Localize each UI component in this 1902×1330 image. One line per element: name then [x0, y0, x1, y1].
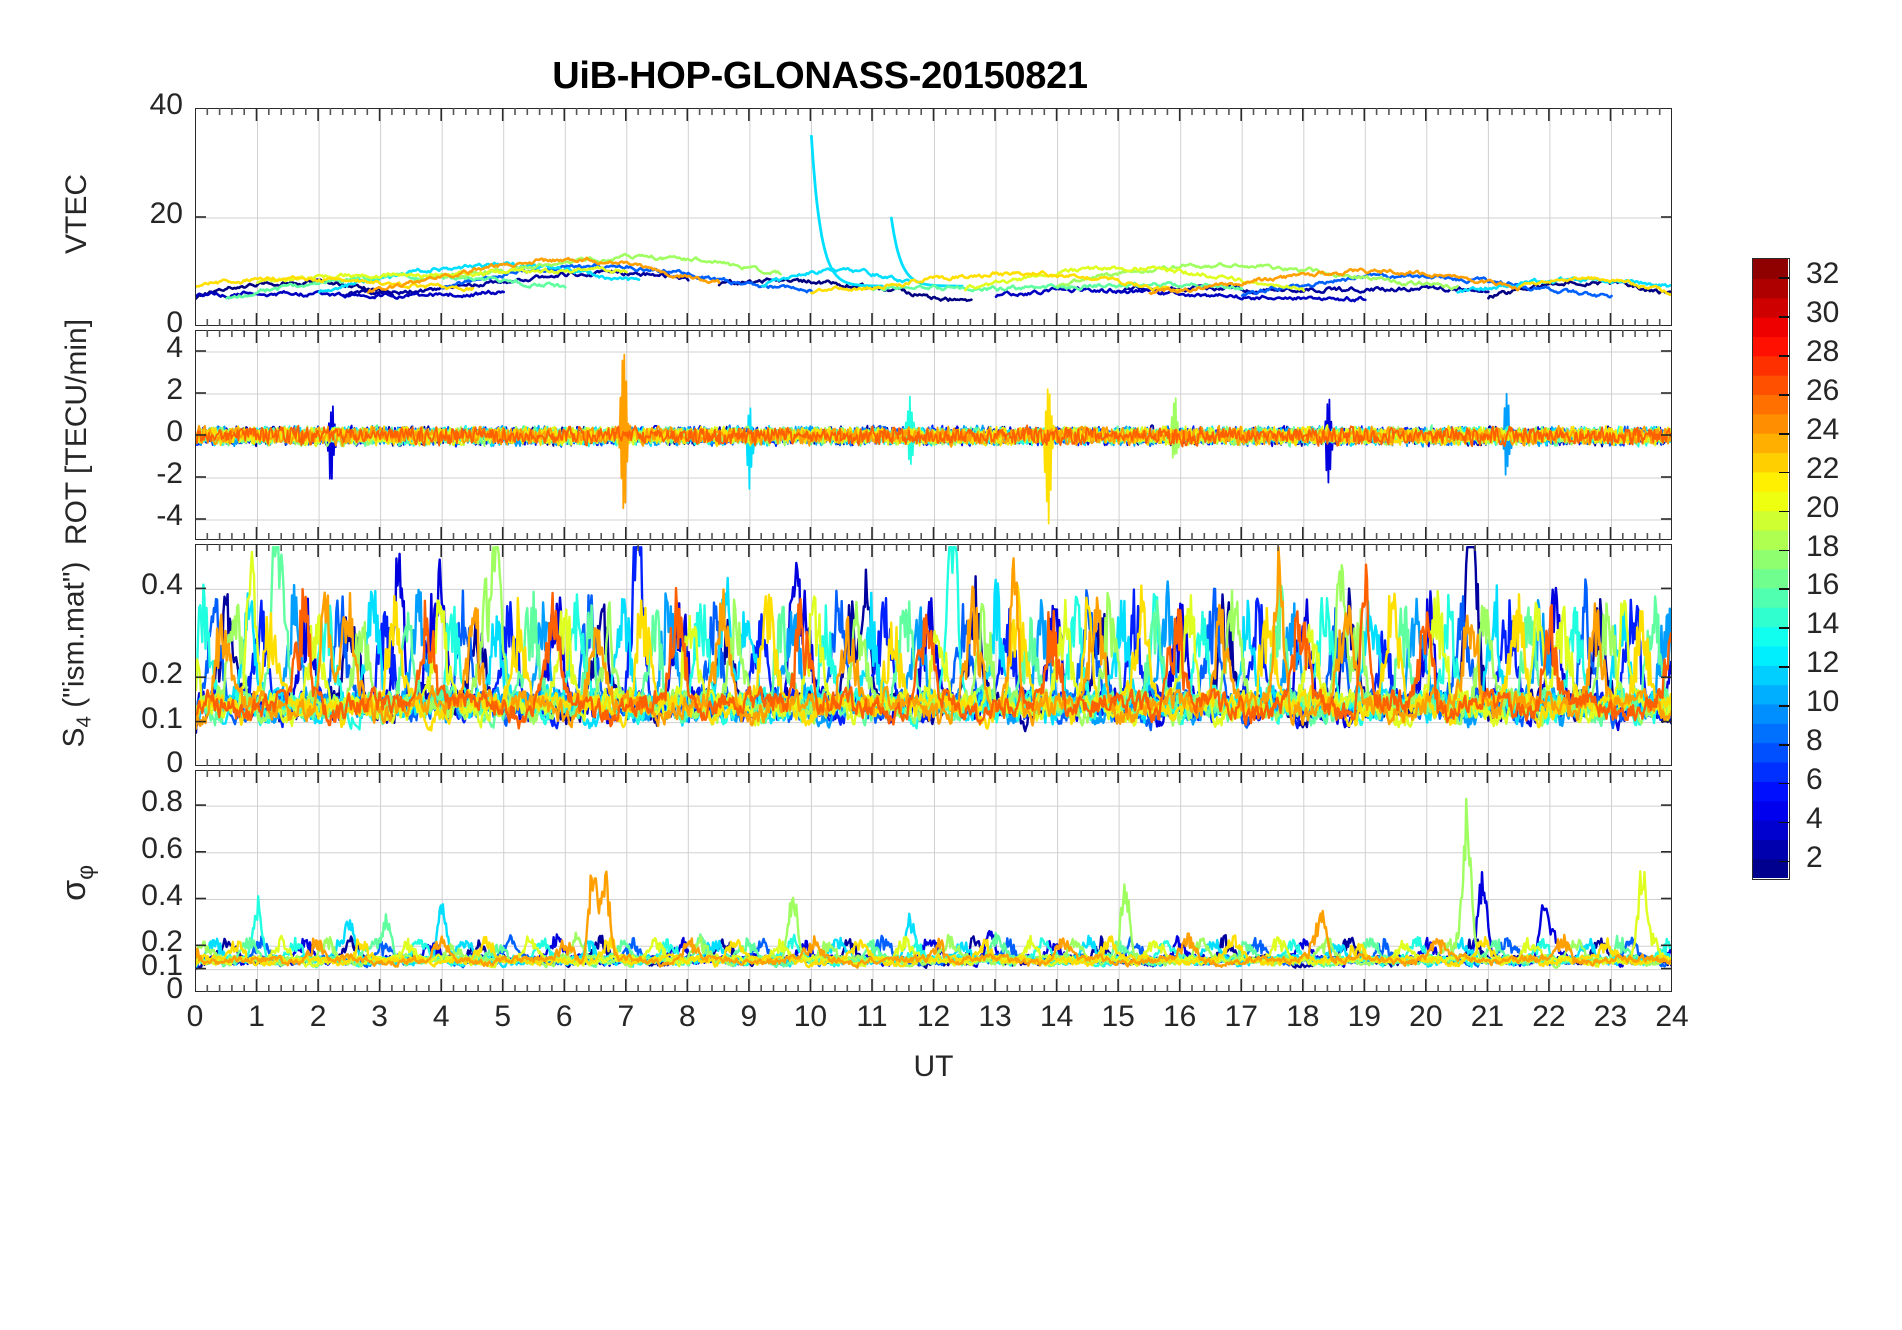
xtick-23: 23 — [1593, 1000, 1628, 1033]
colorbar-tickmark-12 — [1779, 394, 1789, 396]
ytick-s4-1: 0.1 — [141, 701, 183, 735]
panel-vtec[interactable] — [195, 108, 1672, 326]
colorbar-tick-11: 24 — [1806, 412, 1840, 446]
colorbar-tickmark-9 — [1779, 510, 1789, 513]
colorbar-tickmark-4 — [1779, 705, 1789, 707]
xtick-9: 9 — [740, 1000, 758, 1033]
ytick-sigma_phi-1: 0.1 — [141, 948, 183, 982]
colorbar-tickmark-3 — [1779, 743, 1789, 746]
ytick-rot-1: -2 — [156, 457, 183, 490]
colorbar-tick-4: 10 — [1806, 685, 1840, 719]
ytick-rot-4: 4 — [166, 331, 183, 364]
xtick-11: 11 — [856, 1000, 888, 1033]
ytick-vtec-1: 20 — [149, 197, 183, 230]
ytick-vtec-2: 40 — [149, 88, 183, 121]
ytick-s4-3: 0.4 — [141, 568, 183, 602]
colorbar-tickmark-11 — [1779, 432, 1789, 435]
xtick-2: 2 — [309, 1000, 327, 1033]
colorbar-tick-8: 18 — [1806, 529, 1840, 563]
x-axis-label: UT — [913, 1050, 954, 1083]
xtick-13: 13 — [978, 1000, 1012, 1033]
ytick-s4-0: 0 — [166, 746, 183, 779]
xtick-24: 24 — [1655, 1000, 1689, 1033]
ytick-rot-0: -4 — [156, 499, 183, 532]
colorbar-tickmark-2 — [1779, 782, 1789, 785]
xtick-20: 20 — [1409, 1000, 1443, 1033]
xtick-6: 6 — [555, 1000, 573, 1033]
colorbar-tickmark-8 — [1779, 549, 1789, 552]
ytick-sigma_phi-4: 0.6 — [141, 831, 183, 865]
colorbar-tickmark-15 — [1779, 277, 1789, 280]
colorbar-tickmark-1 — [1779, 821, 1789, 824]
colorbar[interactable] — [1752, 258, 1790, 880]
ytick-s4-2: 0.2 — [141, 657, 183, 691]
colorbar-tick-0: 2 — [1806, 840, 1823, 874]
xtick-1: 1 — [248, 1000, 265, 1033]
colorbar-tick-9: 20 — [1806, 490, 1840, 524]
panel-s4[interactable] — [195, 544, 1672, 766]
colorbar-tickmark-6 — [1779, 627, 1789, 629]
xtick-7: 7 — [617, 1000, 635, 1033]
colorbar-tickmark-14 — [1779, 316, 1789, 318]
xtick-18: 18 — [1286, 1000, 1320, 1033]
colorbar-label: PRN — [1896, 534, 1902, 598]
colorbar-tick-5: 12 — [1806, 646, 1840, 680]
colorbar-tick-14: 30 — [1806, 296, 1840, 330]
xtick-19: 19 — [1347, 1000, 1381, 1033]
xtick-10: 10 — [793, 1000, 828, 1033]
ytick-sigma_phi-5: 0.8 — [141, 785, 183, 819]
colorbar-tickmark-5 — [1779, 666, 1789, 668]
colorbar-tickmark-10 — [1779, 471, 1789, 474]
colorbar-tick-2: 6 — [1806, 762, 1823, 796]
ytick-sigma_phi-3: 0.4 — [141, 878, 183, 912]
xtick-22: 22 — [1532, 1000, 1566, 1033]
ytick-rot-3: 2 — [166, 373, 183, 406]
colorbar-tickmark-13 — [1779, 355, 1789, 357]
ytick-sigma_phi-0: 0 — [166, 972, 183, 1005]
colorbar-tick-10: 22 — [1806, 451, 1840, 485]
colorbar-tick-15: 32 — [1806, 257, 1840, 291]
ytick-rot-2: 0 — [166, 415, 183, 448]
xtick-15: 15 — [1101, 1000, 1135, 1033]
xtick-16: 16 — [1162, 1000, 1197, 1033]
colorbar-tick-12: 26 — [1806, 374, 1840, 408]
page-title: UiB-HOP-GLONASS-20150821 — [552, 55, 1088, 97]
xtick-4: 4 — [432, 1000, 450, 1033]
xtick-14: 14 — [1039, 1000, 1074, 1033]
panel-sigma_phi[interactable] — [195, 770, 1672, 992]
colorbar-tick-7: 16 — [1806, 568, 1840, 602]
xtick-12: 12 — [916, 1000, 951, 1033]
ytick-vtec-0: 0 — [166, 306, 183, 339]
y-axis-label-sigma_phi: σφ — [55, 864, 98, 901]
xtick-17: 17 — [1224, 1000, 1258, 1033]
xtick-21: 21 — [1470, 1000, 1505, 1033]
colorbar-tick-13: 28 — [1806, 335, 1840, 369]
xtick-3: 3 — [371, 1000, 388, 1033]
colorbar-tick-3: 8 — [1806, 723, 1823, 757]
xtick-0: 0 — [186, 1000, 204, 1033]
colorbar-tickmark-0 — [1779, 860, 1789, 863]
colorbar-tick-1: 4 — [1806, 801, 1823, 835]
panel-rot[interactable] — [195, 330, 1672, 540]
colorbar-tick-6: 14 — [1806, 607, 1840, 641]
xtick-8: 8 — [678, 1000, 696, 1033]
colorbar-tickmark-7 — [1779, 588, 1789, 591]
xtick-5: 5 — [494, 1000, 512, 1033]
ytick-sigma_phi-2: 0.2 — [141, 925, 183, 959]
